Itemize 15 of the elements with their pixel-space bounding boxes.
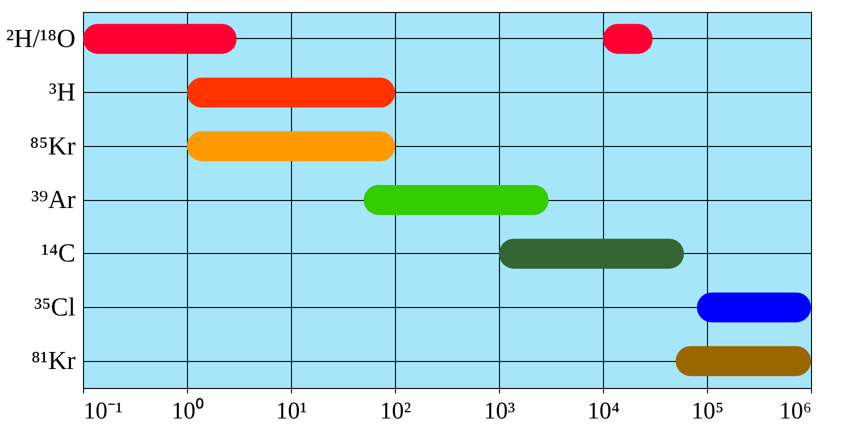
x-tick-label: 10⁻¹ [84, 398, 123, 424]
y-tick-label: ⁸¹Kr [31, 346, 76, 376]
x-tick-label: 10⁰ [172, 398, 204, 424]
y-tick-label: ³H [48, 78, 76, 107]
x-tick-label: 10¹ [276, 398, 308, 424]
x-tick-label: 10⁵ [691, 398, 724, 424]
x-tick-label: 10³ [484, 398, 516, 424]
x-tick-label: 10² [380, 398, 412, 424]
x-tick-label: 10⁴ [587, 398, 620, 424]
y-tick-label: ³⁵Cl [34, 292, 76, 322]
x-tick-label: 10⁶ [779, 398, 812, 424]
y-tick-label: ²H/¹⁸O [6, 24, 76, 53]
y-tick-label: ³⁹Ar [31, 185, 76, 214]
y-tick-label: ¹⁴C [41, 238, 76, 268]
y-tick-label: ⁸⁵Kr [30, 131, 76, 160]
